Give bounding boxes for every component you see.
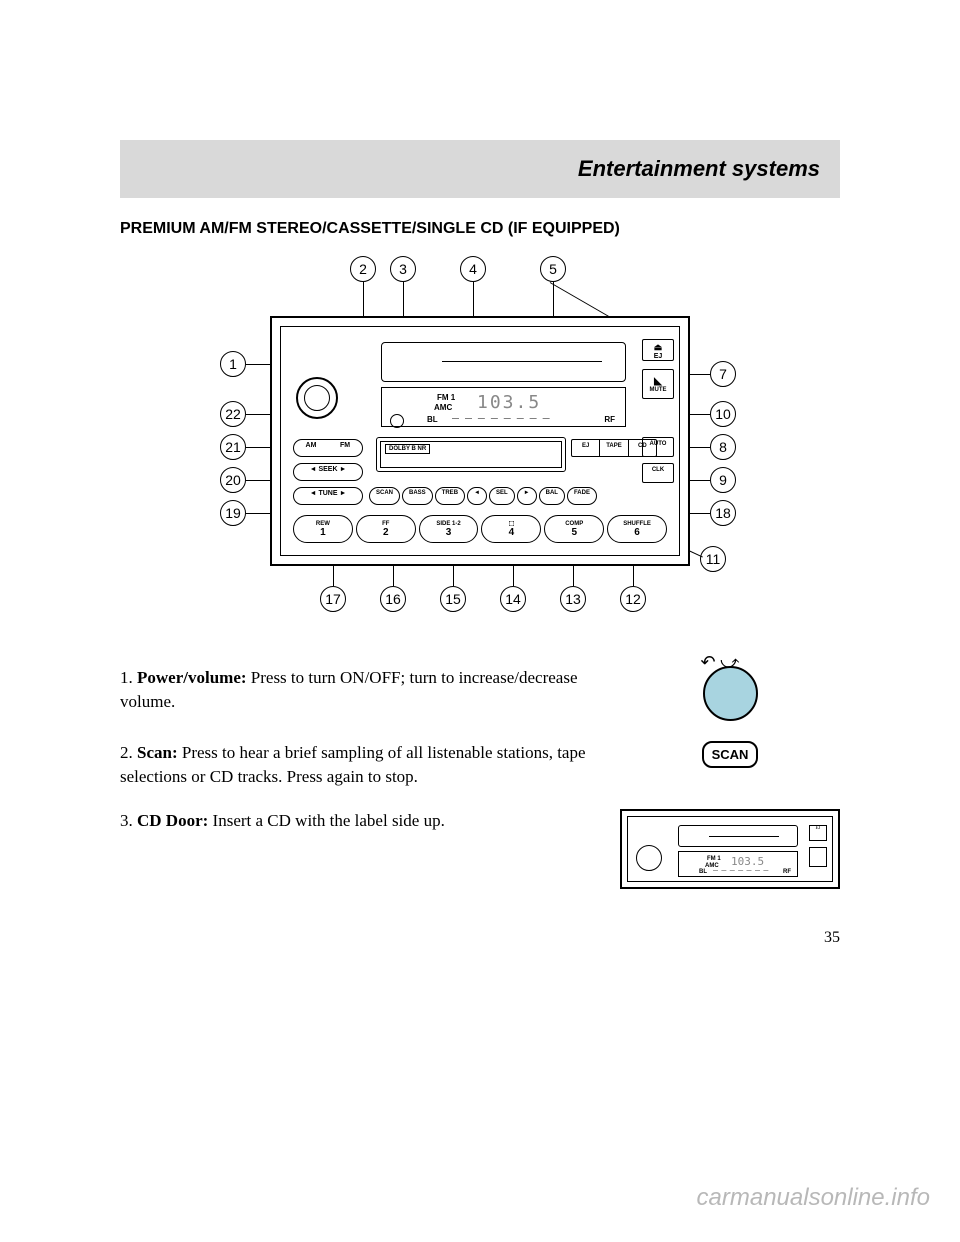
item-1-text: 1. Power/volume: Press to turn ON/OFF; t… [120,666,600,714]
callout-1: 1 [220,351,246,377]
mini-mute [809,847,827,867]
radio-display: FM 1 AMC 103.5 BL — — — — — — — — RF [381,387,626,427]
callout-5: 5 [540,256,566,282]
callout-9: 9 [710,467,736,493]
dolby-label: DOLBY B NR [385,444,430,454]
item-1-icon: ↶ ⤻ [620,666,840,721]
callout-13: 13 [560,586,586,612]
callout-20: 20 [220,467,246,493]
disc-icon [390,414,404,428]
auto-button: AUTO [642,437,674,457]
tune-button: ◄ TUNE ► [293,487,363,505]
display-rf: RF [604,415,615,424]
preset-3: SIDE 1-23 [419,515,479,543]
display-band: FM 1 [437,393,455,402]
preset-6: SHUFFLE6 [607,515,667,543]
seek-button: ◄ SEEK ► [293,463,363,481]
callout-3: 3 [390,256,416,282]
display-dashes: — — — — — — — — [452,415,552,422]
mini-knob [636,845,662,871]
control-row: SCAN BASS TREB ◄ SEL ► BAL FADE [369,487,597,505]
section-title: PREMIUM AM/FM STEREO/CASSETTE/SINGLE CD … [120,220,840,238]
am-label: AM [294,440,328,456]
watermark: carmanualsonline.info [697,1184,930,1212]
diagram-wrap: 2 3 4 5 1 22 21 20 19 7 10 8 9 18 11 6 1… [120,256,840,636]
volume-knob-icon [703,666,758,721]
preset-row: REW1 FF2 SIDE 1-23 ⬚4 COMP5 SHUFFLE6 [293,515,667,543]
preset-5: COMP5 [544,515,604,543]
callout-21: 21 [220,434,246,460]
radio-diagram: 2 3 4 5 1 22 21 20 19 7 10 8 9 18 11 6 1… [200,256,760,636]
callout-14: 14 [500,586,526,612]
display-amc: AMC [434,403,452,412]
mini-cd-slot [678,825,798,847]
mute-button: ◣MUTE [642,369,674,399]
treb-ctrl: TREB [435,487,465,505]
page: Entertainment systems PREMIUM AM/FM STER… [0,0,960,1007]
eject-button: ⏏EJ [642,339,674,361]
callout-19: 19 [220,500,246,526]
fade-ctrl: FADE [567,487,597,505]
page-number: 35 [120,929,840,947]
callout-11: 11 [700,546,726,572]
callout-17: 17 [320,586,346,612]
tape-ej: EJ [572,440,600,456]
item-3: 3. CD Door: Insert a CD with the label s… [120,751,840,889]
amfm-button: AM FM [293,439,363,457]
volume-knob [296,377,338,419]
item-3-text: 3. CD Door: Insert a CD with the label s… [120,751,600,833]
callout-22: 22 [220,401,246,427]
callout-7: 7 [710,361,736,387]
radio-body: FM 1 AMC 103.5 BL — — — — — — — — RF ⏏EJ… [270,316,690,566]
callout-4: 4 [460,256,486,282]
preset-1: REW1 [293,515,353,543]
mini-ej: EJ [809,825,827,841]
fm-label: FM [328,440,362,456]
callout-8: 8 [710,434,736,460]
item-3-icon: FM 1 AMC 103.5 BL RF — — — — — — — EJ [620,751,840,889]
sel-right: ► [517,487,537,505]
callout-18: 18 [710,500,736,526]
header-bar: Entertainment systems [120,140,840,198]
cd-slot [381,342,626,382]
callout-2: 2 [350,256,376,282]
callout-16: 16 [380,586,406,612]
sel-ctrl: SEL [489,487,515,505]
tape-tape: TAPE [600,440,628,456]
clk-button: CLK [642,463,674,483]
header-title: Entertainment systems [578,156,820,182]
mini-display: FM 1 AMC 103.5 BL RF — — — — — — — [678,851,798,877]
sel-left: ◄ [467,487,487,505]
callout-12: 12 [620,586,646,612]
item-1: 1. Power/volume: Press to turn ON/OFF; t… [120,666,840,721]
callout-10: 10 [710,401,736,427]
radio-inner: FM 1 AMC 103.5 BL — — — — — — — — RF ⏏EJ… [280,326,680,556]
bass-ctrl: BASS [402,487,433,505]
display-bl: BL [427,415,438,424]
preset-4: ⬚4 [481,515,541,543]
callout-15: 15 [440,586,466,612]
cassette-door: DOLBY B NR [376,437,566,472]
bal-ctrl: BAL [539,487,565,505]
preset-2: FF2 [356,515,416,543]
cd-mini-diagram: FM 1 AMC 103.5 BL RF — — — — — — — EJ [620,809,840,889]
display-freq: 103.5 [477,392,541,413]
scan-ctrl: SCAN [369,487,400,505]
